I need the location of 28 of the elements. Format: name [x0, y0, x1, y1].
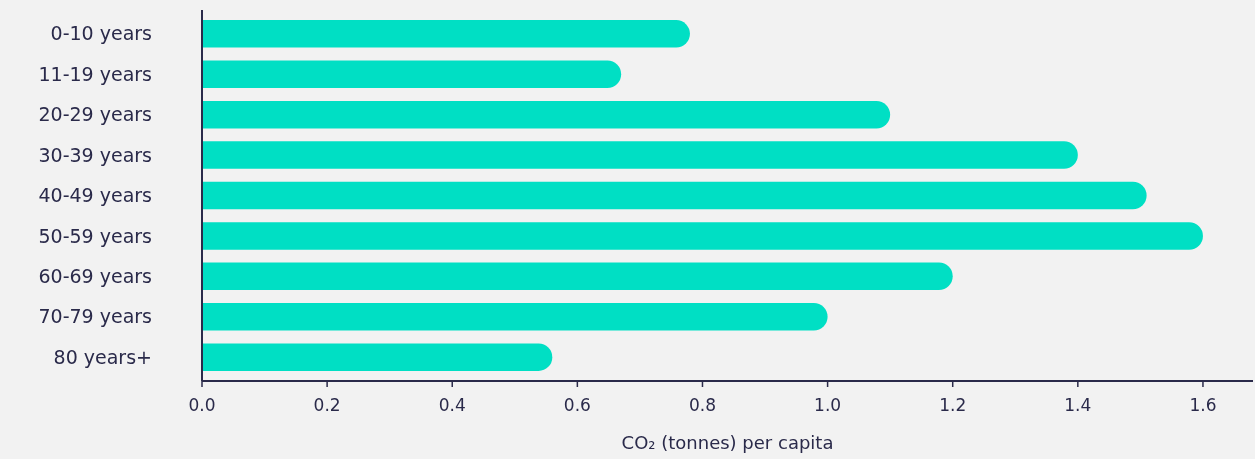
- x-axis-title: CO₂ (tonnes) per capita: [621, 432, 834, 453]
- bar: [202, 60, 622, 88]
- x-tick-label: 0.8: [688, 395, 716, 415]
- x-tick-label: 0.0: [188, 395, 216, 415]
- bar: [202, 141, 1078, 169]
- y-tick-label: 80 years+: [53, 345, 152, 368]
- bar: [202, 20, 690, 48]
- y-tick-label: 30-39 years: [38, 143, 152, 166]
- y-tick-label: 40-49 years: [38, 184, 152, 207]
- bar: [202, 262, 953, 291]
- x-tick-label: 1.0: [814, 395, 842, 415]
- bar: [202, 343, 553, 371]
- x-tick-label: 1.2: [939, 395, 967, 415]
- bar: [202, 181, 1147, 210]
- y-tick-label: 20-29 years: [38, 103, 152, 126]
- y-tick-label: 50-59 years: [38, 224, 152, 247]
- y-tick-label: 60-69 years: [38, 264, 152, 287]
- y-tick-label: 11-19 years: [38, 62, 152, 85]
- x-tick-label: 1.6: [1189, 395, 1217, 415]
- x-tick-label: 0.4: [438, 395, 466, 415]
- x-tick-label: 0.6: [563, 395, 591, 415]
- bar: [202, 100, 891, 129]
- bar: [202, 222, 1203, 250]
- y-tick-label: 0-10 years: [50, 22, 152, 45]
- x-tick-label: 1.4: [1064, 395, 1092, 415]
- x-tick-label: 0.2: [313, 395, 341, 415]
- bar: [202, 303, 828, 331]
- y-tick-label: 70-79 years: [38, 305, 152, 328]
